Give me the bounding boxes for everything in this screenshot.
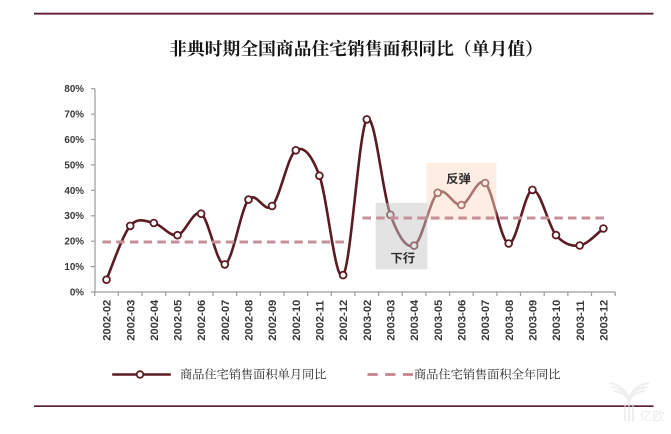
svg-text:2002-08: 2002-08 [244,300,256,341]
svg-text:2002-06: 2002-06 [196,300,208,341]
svg-text:0%: 0% [70,287,84,298]
svg-text:2002-04: 2002-04 [149,299,161,341]
svg-text:2002-03: 2002-03 [125,300,137,341]
svg-text:2003-09: 2003-09 [528,300,540,341]
svg-text:50%: 50% [64,160,84,171]
svg-text:2002-05: 2002-05 [173,300,185,341]
svg-text:2003-11: 2003-11 [575,300,587,340]
svg-text:2003-04: 2003-04 [409,299,421,341]
svg-text:2002-02: 2002-02 [102,300,114,341]
svg-text:2003-02: 2003-02 [362,300,374,341]
svg-text:10%: 10% [64,262,84,273]
svg-text:20%: 20% [64,237,84,248]
svg-text:2003-12: 2003-12 [599,300,611,341]
svg-text:2003-10: 2003-10 [551,300,563,341]
svg-text:80%: 80% [64,84,84,95]
svg-text:2002-10: 2002-10 [291,300,303,341]
svg-text:2003-08: 2003-08 [504,300,516,341]
svg-text:2002-11: 2002-11 [315,300,327,340]
svg-text:2002-09: 2002-09 [267,300,279,341]
svg-text:60%: 60% [64,135,84,146]
svg-text:2003-05: 2003-05 [433,300,445,341]
svg-text:2003-03: 2003-03 [386,300,398,341]
svg-text:2002-07: 2002-07 [220,300,232,341]
svg-text:2003-06: 2003-06 [457,300,469,341]
svg-text:2003-07: 2003-07 [480,300,492,341]
svg-text:40%: 40% [64,186,84,197]
svg-text:70%: 70% [64,110,84,121]
svg-text:30%: 30% [64,211,84,222]
svg-text:2002-12: 2002-12 [338,300,350,341]
